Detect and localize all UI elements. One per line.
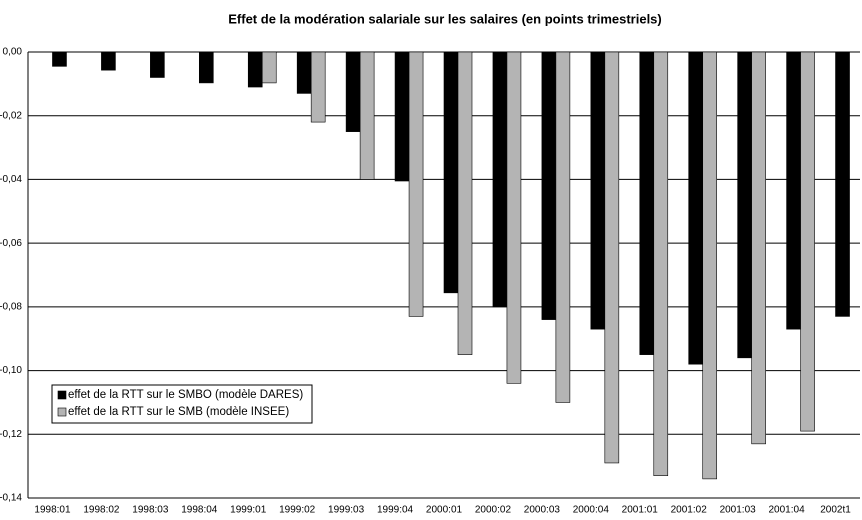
x-tick-label: 2001:02 [671,505,708,516]
bar [492,51,508,308]
bar [835,51,850,317]
legend-label: effet de la RTT sur le SMBO (modèle DARE… [68,389,303,401]
chart-title: Effet de la modération salariale sur les… [228,11,662,26]
y-tick-label: -0,14 [0,493,22,504]
bar [359,51,375,180]
x-tick-label: 1999:04 [377,505,414,516]
x-tick-label: 2002t1 [820,505,851,516]
bar [457,51,473,355]
x-tick-label: 2001:03 [720,505,757,516]
bar [52,51,67,67]
x-tick-label: 1999:02 [279,505,316,516]
bar [506,51,522,384]
x-tick-label: 1998:02 [83,505,120,516]
x-tick-label: 2000:04 [573,505,610,516]
x-tick-label: 1998:04 [181,505,218,516]
bar [737,51,752,359]
bar [555,51,571,403]
bar [443,51,459,294]
bar [296,51,312,94]
bar [408,51,424,317]
bar [310,51,326,123]
bar [639,51,655,355]
bar [702,51,718,480]
x-tick-label: 2001:04 [769,505,806,516]
bar [101,51,116,71]
bar [653,51,669,477]
bar [541,51,557,320]
bar [751,51,766,445]
y-tick-label: -0,12 [0,429,22,440]
x-tick-label: 2000:03 [524,505,561,516]
bar [394,51,410,182]
legend-swatch [57,390,67,400]
x-tick-label: 1999:03 [328,505,365,516]
y-tick-label: -0,10 [0,365,22,376]
legend-swatch [57,407,67,417]
bar [590,51,606,330]
legend-box [51,384,313,424]
bar [786,51,801,330]
bar [261,51,277,84]
x-tick-label: 2000:02 [475,505,512,516]
y-tick-label: 0,00 [3,47,23,58]
bar [247,51,263,88]
y-tick-label: -0,04 [0,174,22,185]
x-tick-label: 1999:01 [230,505,267,516]
bar [604,51,620,464]
x-tick-label: 2001:01 [622,505,659,516]
bar [345,51,361,132]
bar [198,51,214,84]
x-tick-label: 1998:03 [132,505,169,516]
x-tick-label: 1998:01 [34,505,71,516]
y-tick-label: -0,02 [0,110,22,121]
bar [688,51,704,365]
bar [150,51,165,78]
y-tick-label: -0,08 [0,301,22,312]
x-tick-label: 2000:01 [426,505,463,516]
y-tick-label: -0,06 [0,238,22,249]
bar [800,51,815,432]
legend-label: effet de la RTT sur le SMB (modèle INSEE… [68,406,289,418]
